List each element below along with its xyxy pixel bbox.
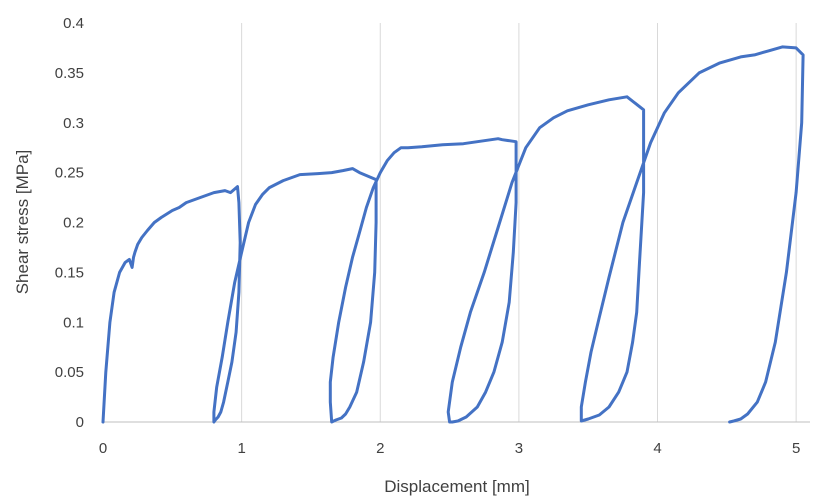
y-tick-label: 0 (76, 414, 84, 431)
x-tick-label: 1 (237, 440, 245, 457)
shear-stress-curve (101, 45, 805, 424)
y-tick-label: 0.2 (63, 215, 84, 232)
x-tick-label: 5 (792, 440, 800, 457)
x-tick-label: 3 (515, 440, 523, 457)
y-tick-label: 0.3 (63, 115, 84, 132)
y-tick-label: 0.05 (55, 364, 84, 381)
x-axis-tick-labels: 0 1 2 3 4 5 (99, 440, 800, 457)
plot-area (101, 45, 805, 424)
grid-lines (241, 23, 797, 422)
y-tick-label: 0.4 (63, 15, 84, 32)
x-tick-label: 0 (99, 440, 107, 457)
y-tick-label: 0.35 (55, 65, 84, 82)
x-tick-label: 4 (653, 440, 661, 457)
x-axis-title: Displacement [mm] (384, 477, 529, 496)
y-axis-tick-labels: 0 0.05 0.1 0.15 0.2 0.25 0.3 0.35 0.4 (55, 15, 84, 431)
y-tick-label: 0.1 (63, 314, 84, 331)
y-tick-label: 0.15 (55, 264, 84, 281)
y-tick-label: 0.25 (55, 165, 84, 182)
x-tick-label: 2 (376, 440, 384, 457)
y-axis-title: Shear stress [MPa] (13, 150, 32, 295)
